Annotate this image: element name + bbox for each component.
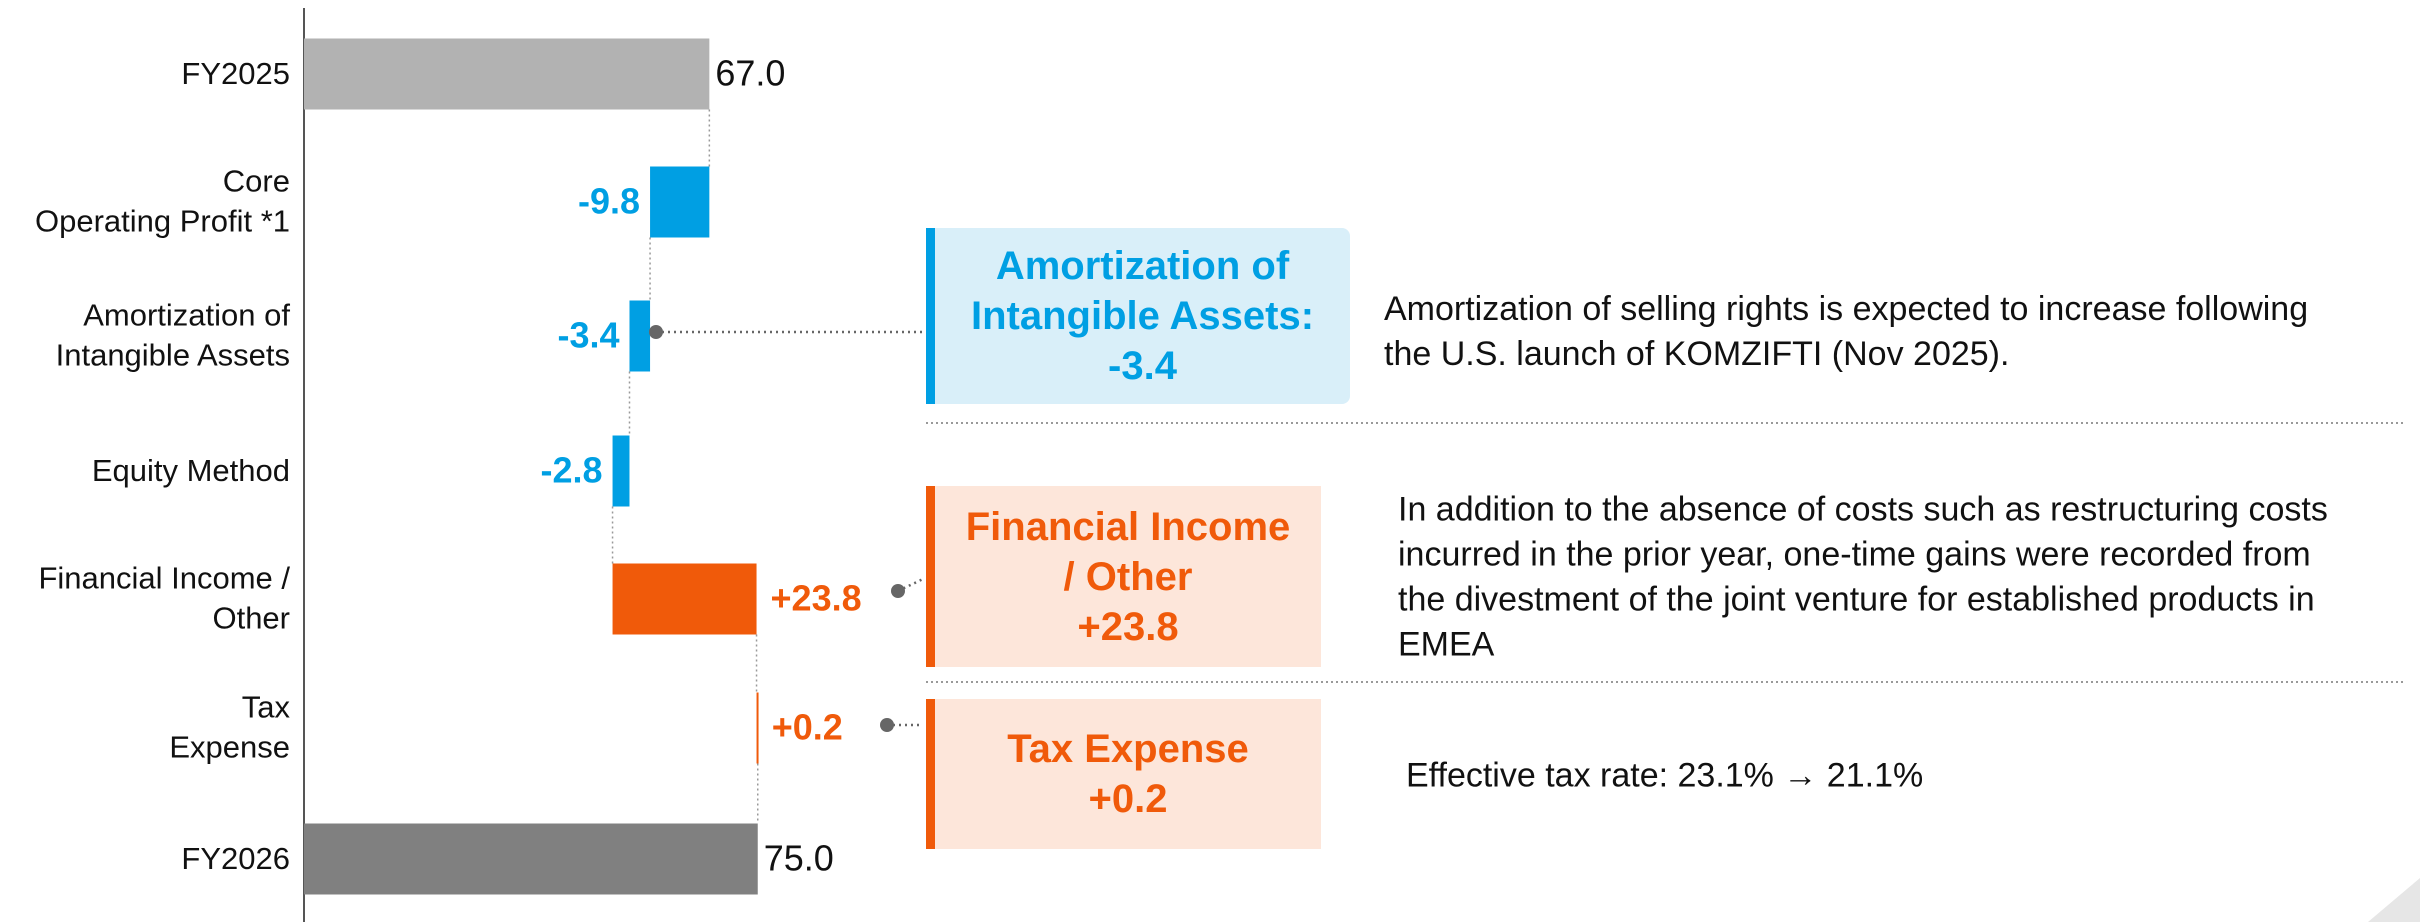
value-label: -2.8 <box>540 449 603 491</box>
category-label: Equity Method <box>91 452 290 488</box>
category-label: FY2026 <box>181 840 290 876</box>
value-label: -9.8 <box>578 180 641 222</box>
callout-description: Effective tax rate: 23.1% → 21.1% <box>1406 756 1924 795</box>
leader-line <box>897 577 924 593</box>
bar <box>304 823 758 895</box>
category-label: Financial Income / Other <box>38 560 290 636</box>
callout-box: Financial Income / Other +23.8 <box>926 486 1321 667</box>
callout-description: Amortization of selling rights is expect… <box>1384 290 2309 373</box>
bar <box>304 38 710 110</box>
bar <box>612 563 757 635</box>
corner-decoration <box>2368 878 2420 922</box>
category-label: Amortization of Intangible Assets <box>55 297 290 373</box>
bar <box>612 435 630 507</box>
leader-dot <box>649 325 663 339</box>
callout-description: In addition to the absence of costs such… <box>1398 490 2328 663</box>
leader-dot <box>880 718 894 732</box>
bar <box>756 692 759 764</box>
bar <box>650 166 710 238</box>
leader-dot <box>891 584 905 598</box>
value-label: +0.2 <box>771 706 843 748</box>
value-label: -3.4 <box>557 314 620 356</box>
callout-box: Amortization of Intangible Assets: -3.4 <box>926 228 1350 404</box>
category-label: Core Operating Profit *1 <box>34 163 290 239</box>
callout-box: Tax Expense +0.2 <box>926 699 1321 849</box>
category-label: FY2025 <box>181 55 290 91</box>
bar <box>629 300 651 372</box>
value-label: 75.0 <box>763 837 834 879</box>
category-label: Tax Expense <box>169 689 290 765</box>
value-label: 67.0 <box>715 52 786 94</box>
value-label: +23.8 <box>770 577 862 619</box>
